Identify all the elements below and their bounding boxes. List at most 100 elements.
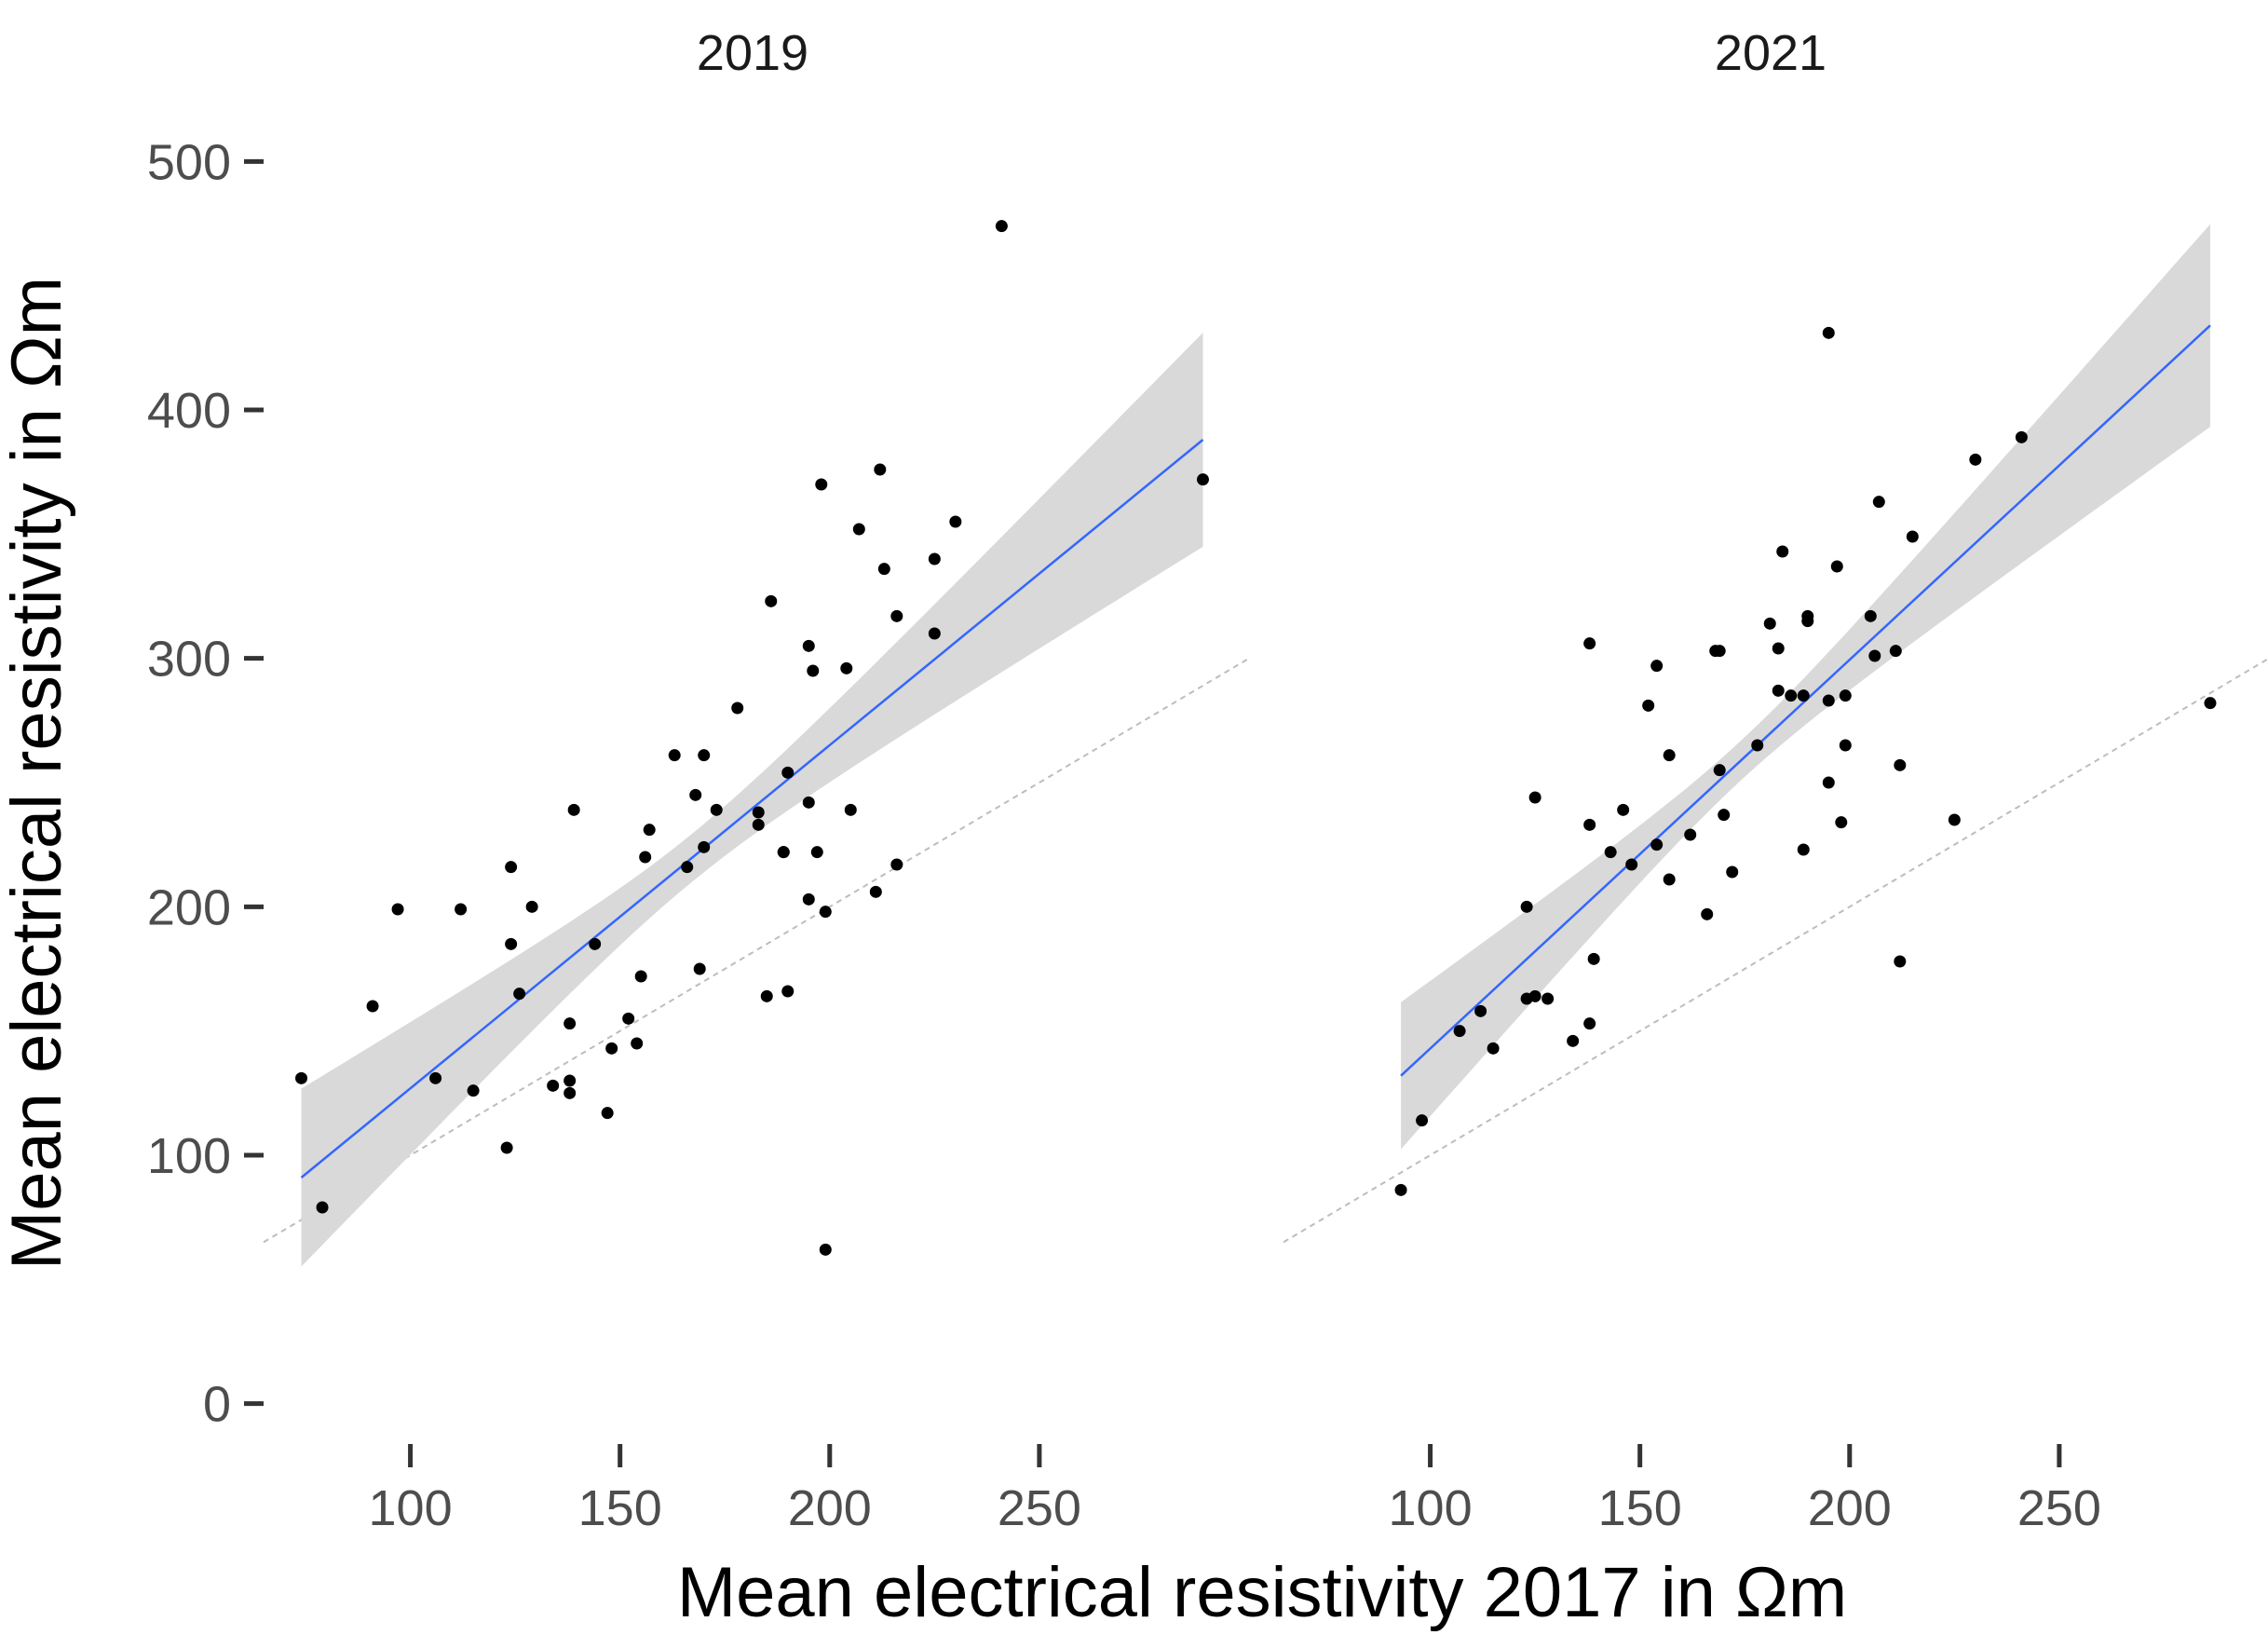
- data-point: [1868, 649, 1881, 662]
- data-point: [852, 523, 865, 536]
- y-tick-label: 200: [147, 879, 231, 935]
- data-point: [605, 1042, 618, 1055]
- data-point: [1474, 1004, 1487, 1017]
- data-point: [1604, 846, 1617, 859]
- x-tick-label: 250: [2017, 1480, 2101, 1536]
- data-point: [1701, 907, 1714, 920]
- data-point: [995, 220, 1008, 233]
- data-point: [802, 796, 815, 809]
- data-point: [564, 1074, 577, 1087]
- data-point: [1718, 809, 1731, 822]
- facet-title: 2021: [1715, 25, 1827, 81]
- data-point: [564, 1086, 577, 1099]
- data-point: [1889, 645, 1902, 658]
- data-point: [1822, 776, 1835, 789]
- data-point: [1785, 689, 1798, 702]
- data-point: [639, 851, 652, 864]
- data-point: [819, 1243, 832, 1256]
- data-point: [1872, 496, 1885, 509]
- confidence-ribbon-group: [1401, 224, 2210, 1150]
- data-point: [1839, 689, 1852, 702]
- regression-line-group: [300, 439, 1204, 1179]
- data-point: [295, 1071, 308, 1084]
- data-point: [752, 806, 765, 819]
- data-point: [1772, 642, 1785, 655]
- identity-line: [263, 657, 1250, 1244]
- data-point: [810, 846, 823, 859]
- x-axis: 100 150 200 250: [369, 1444, 1081, 1536]
- x-tick-label: 200: [1808, 1480, 1892, 1536]
- points-group: [295, 220, 1209, 1256]
- data-point: [781, 766, 794, 779]
- data-point: [1453, 1025, 1466, 1038]
- data-point: [1948, 813, 1961, 826]
- data-point: [366, 1000, 379, 1013]
- y-tick-label: 100: [147, 1128, 231, 1184]
- data-point: [815, 478, 828, 491]
- data-point: [1906, 530, 1919, 543]
- data-point: [1772, 684, 1785, 697]
- data-point: [1487, 1042, 1500, 1055]
- data-point: [949, 515, 962, 528]
- data-point: [1650, 660, 1664, 673]
- data-point: [874, 463, 887, 476]
- data-point: [698, 840, 711, 853]
- x-axis-title: Mean electrical resistivity 2017 in Ωm: [677, 1553, 1847, 1632]
- x-tick-label: 150: [578, 1480, 662, 1536]
- y-tick-label: 0: [203, 1377, 231, 1433]
- data-point: [1520, 900, 1533, 913]
- data-point: [1835, 816, 1848, 829]
- data-point: [391, 903, 404, 916]
- data-point: [1894, 758, 1907, 771]
- y-axis: 0 100 200 300 400 500: [147, 134, 264, 1433]
- panel-2019: 2019 100 150 200 250: [263, 25, 1250, 1536]
- data-point: [525, 900, 538, 913]
- data-point: [500, 1141, 513, 1154]
- data-point: [1822, 694, 1835, 707]
- data-point: [1839, 739, 1852, 752]
- data-point: [567, 803, 580, 816]
- data-point: [802, 639, 815, 652]
- data-point: [1625, 858, 1638, 871]
- confidence-ribbon: [301, 333, 1203, 1267]
- y-tick-label: 500: [147, 134, 231, 190]
- data-point: [807, 664, 820, 677]
- data-point: [1726, 865, 1739, 879]
- data-point: [1528, 989, 1541, 1002]
- data-point: [1583, 818, 1596, 831]
- x-tick-label: 100: [369, 1480, 453, 1536]
- data-point: [693, 962, 706, 975]
- data-point: [1751, 739, 1764, 752]
- data-point: [1797, 689, 1810, 702]
- data-point: [698, 749, 711, 762]
- x-axis: 100 150 200 250: [1389, 1444, 2101, 1536]
- data-point: [1617, 803, 1630, 816]
- data-point: [513, 988, 526, 1001]
- data-point: [890, 609, 903, 622]
- data-point: [1587, 952, 1600, 965]
- data-point: [1663, 873, 1676, 886]
- data-point: [1583, 637, 1596, 650]
- data-point: [2204, 697, 2217, 710]
- data-point: [2015, 430, 2028, 443]
- data-point: [1763, 617, 1776, 630]
- data-point: [547, 1079, 560, 1092]
- data-point: [1713, 764, 1726, 777]
- data-point: [802, 892, 815, 906]
- data-point: [429, 1071, 442, 1084]
- data-point: [1822, 326, 1835, 339]
- identity-line-group: [1283, 658, 2268, 1244]
- data-point: [455, 903, 468, 916]
- data-point: [869, 885, 882, 898]
- data-point: [505, 861, 518, 874]
- data-point: [752, 818, 765, 831]
- data-point: [505, 937, 518, 950]
- data-point: [564, 1017, 577, 1030]
- data-point: [634, 970, 647, 983]
- data-point: [731, 702, 744, 715]
- data-point: [467, 1084, 480, 1097]
- data-point: [1801, 615, 1814, 628]
- data-point: [1541, 992, 1555, 1005]
- data-point: [316, 1201, 329, 1214]
